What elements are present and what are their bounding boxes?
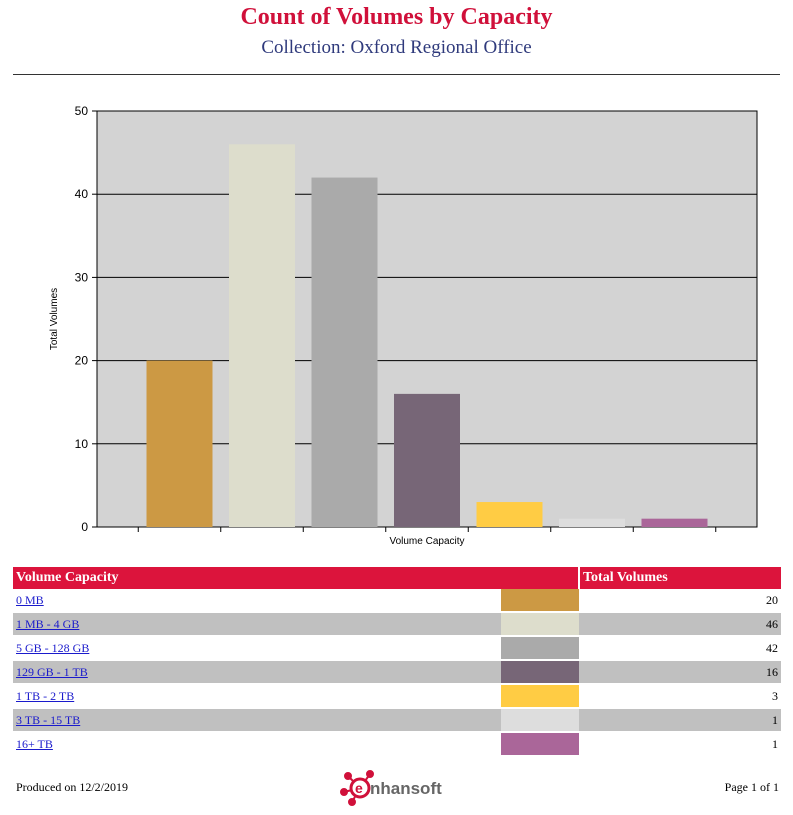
table-row: 1 MB - 4 GB 46: [13, 612, 781, 637]
color-swatch: [501, 612, 579, 637]
y-tick-label: 40: [75, 187, 89, 201]
total-volumes-cell: 1: [579, 708, 781, 733]
color-swatch: [501, 660, 579, 685]
capacity-link[interactable]: 3 TB - 15 TB: [16, 712, 81, 727]
capacity-link[interactable]: 5 GB - 128 GB: [16, 640, 90, 655]
color-swatch: [501, 589, 579, 613]
table-row: 0 MB 20: [13, 589, 781, 613]
bar-3: [394, 393, 460, 527]
produced-date: Produced on 12/2/2019: [16, 780, 128, 794]
color-swatch: [501, 636, 579, 661]
column-header-total-volumes: Total Volumes: [578, 567, 781, 589]
table-row: 16+ TB 1: [13, 732, 781, 757]
y-tick-label: 30: [75, 270, 89, 284]
capacity-cell: 16+ TB: [13, 732, 501, 757]
y-axis-label: Total Volumes: [49, 288, 60, 350]
total-volumes-cell: 16: [579, 660, 781, 685]
enhansoft-molecule-e-icon: e: [340, 770, 374, 806]
capacity-cell: 129 GB - 1 TB: [13, 660, 501, 685]
capacity-cell: 1 TB - 2 TB: [13, 684, 501, 709]
color-swatch: [501, 732, 579, 757]
total-volumes-cell: 20: [579, 589, 781, 613]
table-row: 5 GB - 128 GB 42: [13, 636, 781, 661]
table-body: 0 MB 20 1 MB - 4 GB 46 5 GB - 128 GB 42 129 GB…: [13, 589, 781, 757]
data-table: Volume Capacity Total Volumes 0 MB 20 1 MB…: [13, 567, 781, 757]
svg-text:e: e: [355, 780, 363, 796]
table-row: 3 TB - 15 TB 1: [13, 708, 781, 733]
total-volumes-cell: 42: [579, 636, 781, 661]
column-header-volume-capacity: Volume Capacity: [13, 567, 579, 589]
capacity-cell: 0 MB: [13, 589, 501, 613]
bars: [146, 144, 708, 527]
capacity-link[interactable]: 16+ TB: [16, 736, 53, 751]
capacity-link[interactable]: 0 MB: [16, 592, 44, 607]
capacity-cell: 1 MB - 4 GB: [13, 612, 501, 637]
table-row: 1 TB - 2 TB 3: [13, 684, 781, 709]
page-number: Page 1 of 1: [724, 780, 779, 794]
y-tick-label: 0: [81, 520, 88, 534]
enhansoft-logo: e nhansoft: [340, 770, 460, 806]
bar-chart: 0 10 20 30 40 50 Volume Capacity Total Volume…: [49, 104, 758, 547]
y-tick-label: 20: [75, 354, 89, 368]
capacity-cell: 5 GB - 128 GB: [13, 636, 501, 661]
bar-0: [146, 360, 213, 527]
total-volumes-cell: 46: [579, 612, 781, 637]
capacity-link[interactable]: 129 GB - 1 TB: [16, 664, 88, 679]
x-axis-label: Volume Capacity: [389, 536, 464, 547]
capacity-cell: 3 TB - 15 TB: [13, 708, 501, 733]
bar-5: [559, 518, 625, 527]
total-volumes-cell: 3: [579, 684, 781, 709]
logo-wordmark: nhansoft: [370, 779, 442, 798]
page-subtitle: Collection: Oxford Regional Office: [261, 37, 532, 58]
bar-6: [641, 518, 708, 527]
axes: 0 10 20 30 40 50: [75, 104, 717, 534]
capacity-link[interactable]: 1 TB - 2 TB: [16, 688, 75, 703]
bar-2: [311, 177, 378, 527]
bar-4: [476, 502, 543, 527]
page-title: Count of Volumes by Capacity: [240, 4, 553, 30]
bar-1: [229, 144, 295, 527]
color-swatch: [501, 684, 579, 709]
capacity-link[interactable]: 1 MB - 4 GB: [16, 616, 80, 631]
y-tick-label: 50: [75, 104, 89, 118]
total-volumes-cell: 1: [579, 732, 781, 757]
y-tick-label: 10: [75, 437, 89, 451]
header-divider: [13, 74, 780, 75]
table-header-row: Volume Capacity Total Volumes: [13, 567, 781, 589]
table-row: 129 GB - 1 TB 16: [13, 660, 781, 685]
color-swatch: [501, 708, 579, 733]
